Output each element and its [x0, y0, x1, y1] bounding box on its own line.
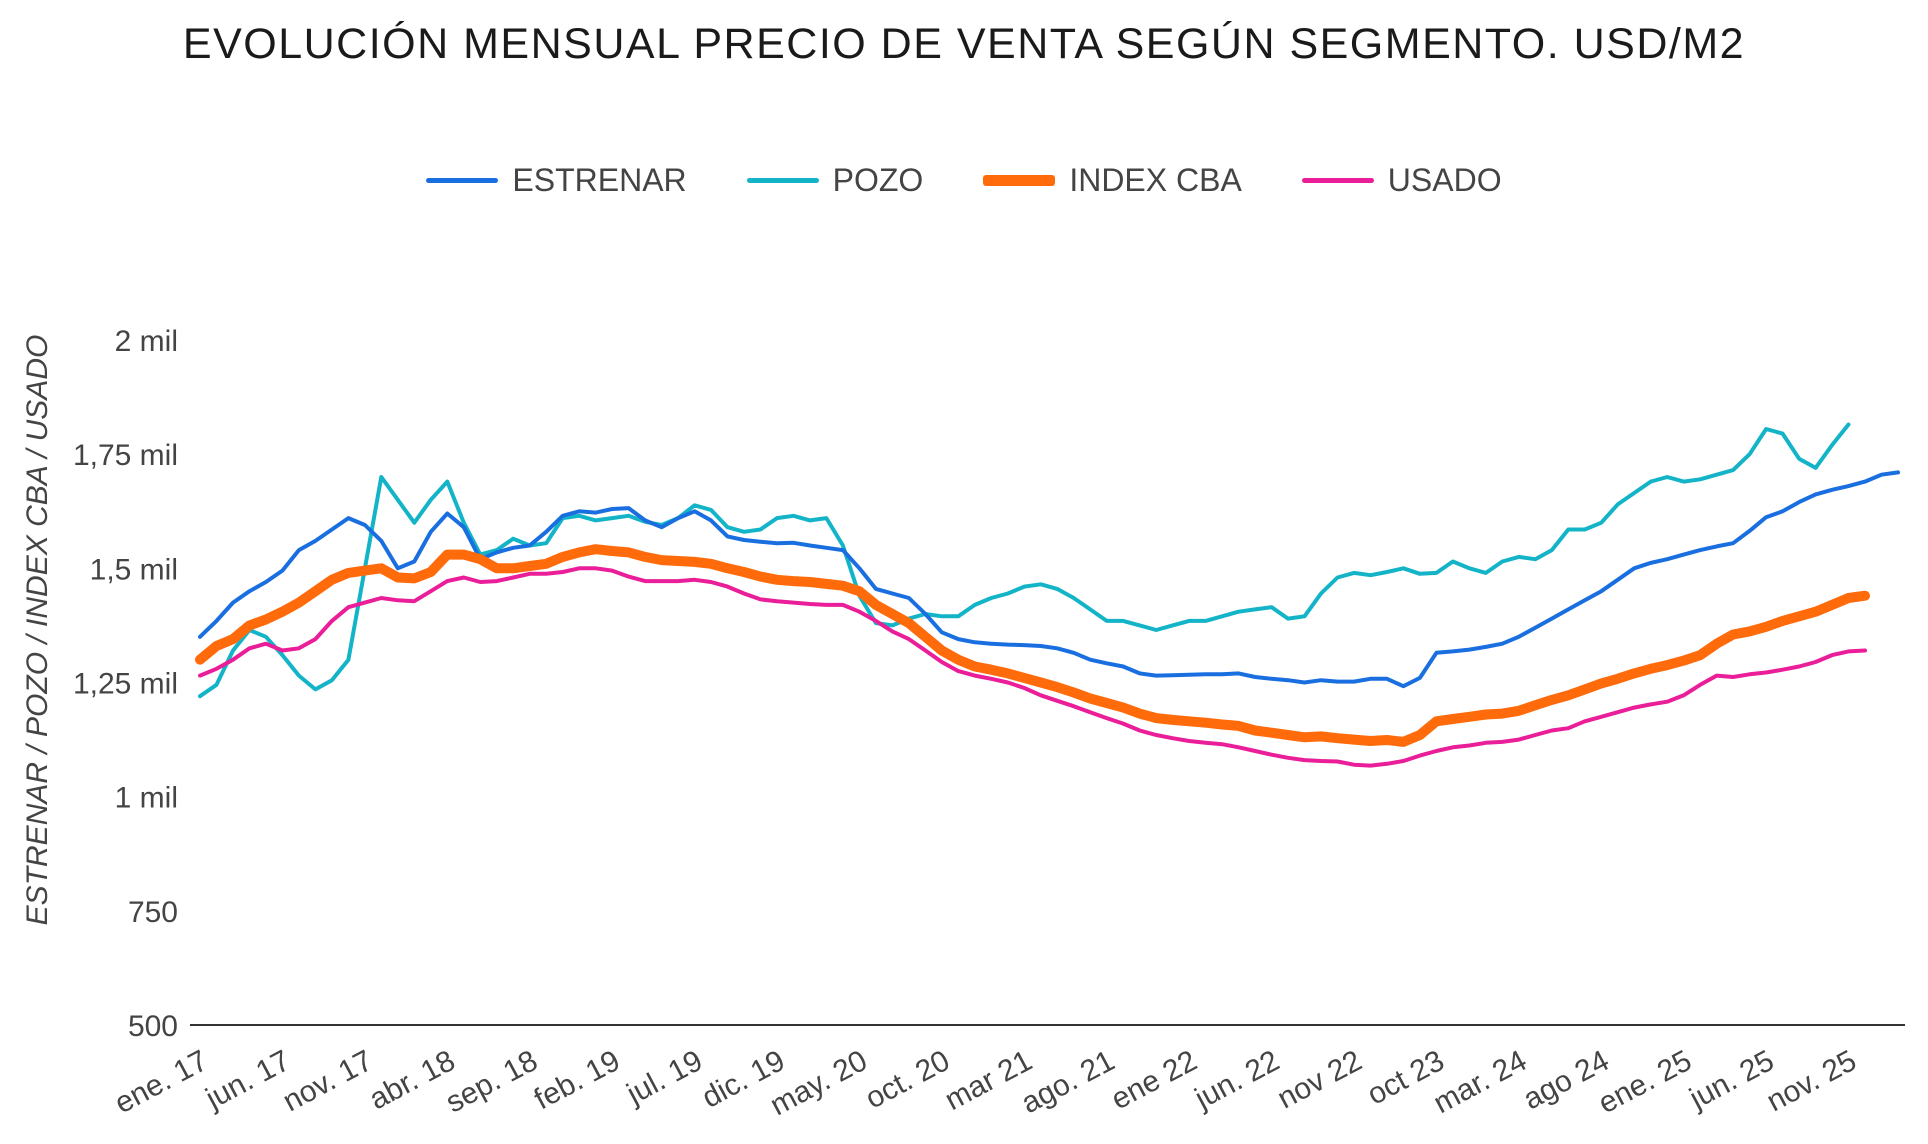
x-tick-label: nov 22	[1272, 1044, 1367, 1115]
series-layer	[195, 422, 1900, 768]
x-tick-label: nov. 17	[278, 1044, 378, 1118]
legend-swatch-usado	[1301, 178, 1374, 183]
legend-swatch-index-cba	[983, 175, 1056, 186]
legend-label-index-cba: INDEX CBA	[1069, 162, 1242, 198]
x-tick-label: jun. 17	[200, 1044, 296, 1116]
legend-label-usado: USADO	[1387, 162, 1502, 198]
y-tick-label: 2 mil	[115, 325, 178, 358]
x-tick-label: jul. 19	[621, 1044, 708, 1111]
y-tick-label: 750	[128, 896, 178, 929]
y-tick-label: 1 mil	[115, 782, 178, 815]
y-tick-label: 1,75 mil	[73, 439, 178, 472]
x-tick-label: mar 21	[940, 1044, 1038, 1117]
x-tick-label: oct. 20	[860, 1044, 955, 1115]
x-tick-label: may. 20	[765, 1044, 873, 1122]
legend-item-index-cba[interactable]: INDEX CBA	[983, 162, 1242, 199]
series-line-usado	[198, 566, 1867, 768]
legend-swatch-pozo	[746, 178, 819, 183]
x-tick-label: ene. 25	[1593, 1044, 1697, 1120]
y-axis-ticks: 500 750 1 mil 1,25 mil 1,5 mil 1,75 mil 2 mil	[73, 325, 178, 1043]
x-tick-label: ago. 21	[1016, 1044, 1120, 1120]
x-tick-label: ene 22	[1106, 1044, 1203, 1116]
x-tick-label: ene. 17	[109, 1044, 213, 1120]
legend-item-pozo[interactable]: POZO	[746, 162, 924, 199]
chart-title: EVOLUCIÓN MENSUAL PRECIO DE VENTA SEGÚN …	[182, 20, 1746, 68]
x-tick-label: jun. 22	[1189, 1044, 1285, 1116]
legend: ESTRENAR POZO INDEX CBA USADO	[0, 162, 1928, 199]
x-tick-label: feb. 19	[529, 1044, 626, 1116]
x-tick-label: sep. 18	[441, 1044, 543, 1119]
series-line-pozo	[198, 422, 1851, 699]
legend-label-pozo: POZO	[832, 162, 924, 198]
x-tick-label: nov. 25	[1761, 1044, 1861, 1118]
y-tick-label: 1,5 mil	[90, 553, 178, 586]
x-tick-label: jun. 25	[1683, 1044, 1779, 1116]
legend-label-estrenar: ESTRENAR	[512, 162, 687, 198]
legend-item-usado[interactable]: USADO	[1301, 162, 1502, 199]
x-tick-label: abr. 18	[364, 1044, 461, 1116]
legend-item-estrenar[interactable]: ESTRENAR	[426, 162, 687, 199]
y-tick-label: 500	[128, 1010, 178, 1043]
legend-swatch-estrenar	[426, 178, 499, 183]
y-tick-label: 1,25 mil	[73, 668, 178, 701]
x-tick-label: mar. 24	[1428, 1044, 1532, 1120]
series-line-index-cba	[195, 544, 1870, 747]
